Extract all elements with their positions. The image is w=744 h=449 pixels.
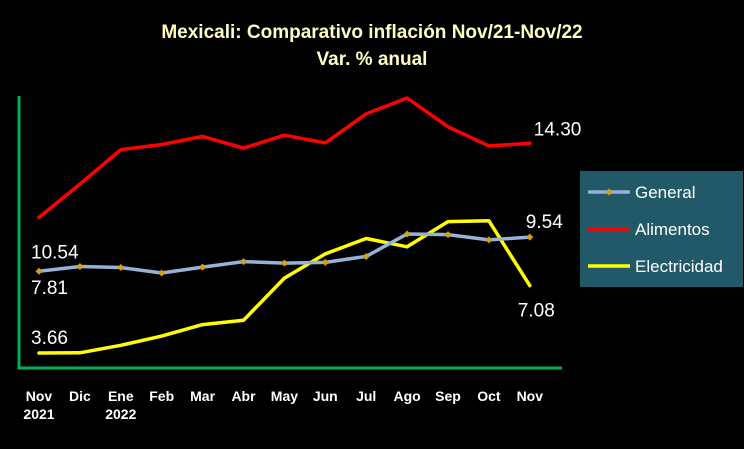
- x-tick-label: Nov: [517, 388, 544, 404]
- series-marker-general: [321, 258, 329, 266]
- series-marker-general: [35, 267, 43, 275]
- series-line-electricidad: [37, 219, 532, 355]
- series-marker-general: [240, 258, 247, 266]
- x-tick-label: Ene: [108, 388, 134, 404]
- legend-marker: [605, 188, 613, 196]
- x-tick-label: May: [271, 388, 298, 404]
- x-tick-label: Sep: [435, 388, 461, 404]
- legend-label-general: General: [635, 183, 695, 202]
- legend-label-alimentos: Alimentos: [635, 220, 710, 239]
- series-marker-general: [199, 263, 207, 271]
- data-label: 3.66: [31, 328, 68, 349]
- x-tick-label: Ago: [393, 388, 420, 404]
- plot-area: [17, 96, 562, 370]
- series-marker-general: [76, 262, 84, 270]
- data-labels: 10.54 14.30 7.81 9.54 3.66 7.08: [31, 119, 581, 349]
- data-label: 7.08: [518, 301, 555, 322]
- series-marker-general: [117, 263, 125, 271]
- x-tick-label: Jun: [313, 388, 338, 404]
- series-marker-general: [526, 233, 534, 241]
- data-label: 10.54: [31, 242, 79, 263]
- series-marker-general: [403, 230, 411, 238]
- data-label: 7.81: [31, 278, 68, 299]
- series-line-alimentos: [37, 96, 532, 220]
- x-tick-label: Mar: [190, 388, 215, 404]
- x-tick-year: 2022: [105, 406, 136, 422]
- data-label: 9.54: [526, 212, 563, 233]
- series-marker-general: [280, 259, 288, 267]
- x-tick-label: Feb: [149, 388, 174, 404]
- legend: General Alimentos Electricidad: [580, 171, 743, 287]
- legend-label-electricidad: Electricidad: [635, 257, 723, 276]
- chart-subtitle: Var. % anual: [317, 49, 428, 70]
- x-tick-label: Dic: [69, 388, 91, 404]
- series-marker-general: [158, 269, 166, 277]
- data-label: 14.30: [534, 119, 582, 140]
- x-tick-label: Nov: [26, 388, 53, 404]
- x-tick-label: Oct: [477, 388, 501, 404]
- x-tick-year: 2021: [23, 406, 54, 422]
- x-tick-label: Jul: [356, 388, 376, 404]
- x-axis: Nov 2021 Dic Ene 2022 Feb Mar Abr May Jun Jul Ago Se…: [23, 388, 543, 422]
- series-marker-general: [362, 252, 370, 260]
- x-tick-label: Abr: [231, 388, 256, 404]
- series-marker-general: [444, 231, 452, 239]
- series-marker-general: [485, 236, 493, 244]
- chart-title: Mexicali: Comparativo inflación Nov/21-N…: [161, 22, 582, 43]
